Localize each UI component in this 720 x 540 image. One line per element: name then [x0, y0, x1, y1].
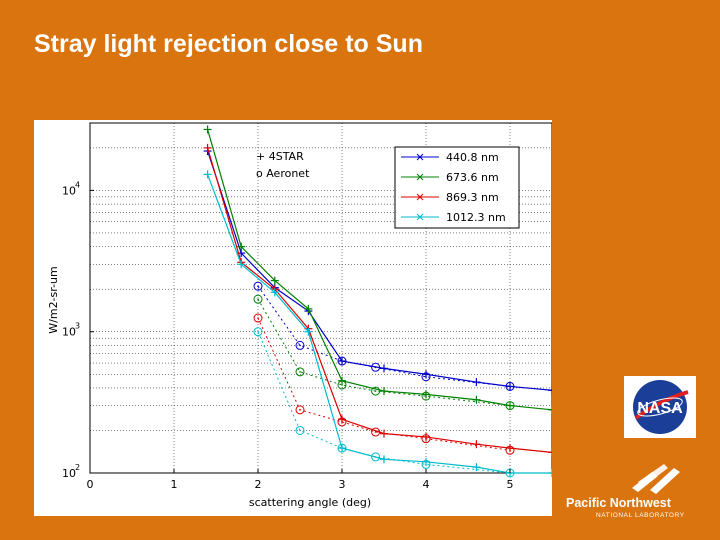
fourstar-point	[304, 327, 313, 336]
y-tick-label-base: 10	[62, 467, 76, 480]
aeronet-point-center	[374, 390, 377, 392]
y-tick-label-exponent: 3	[75, 322, 80, 331]
y-tick-label-exponent: 2	[75, 463, 80, 472]
plot-frame	[89, 122, 552, 474]
legend-label-1: 673.6 nm	[446, 171, 499, 184]
fourstar-point	[203, 143, 212, 152]
aeronet-point-center	[299, 429, 301, 432]
fourstar-point	[472, 378, 481, 387]
aeronet-line-1	[257, 298, 511, 407]
nasa-logo-text: NASA	[637, 400, 683, 417]
fourstar-point	[304, 304, 313, 313]
pnnl-subtitle: NATIONAL LABORATORY	[596, 512, 685, 519]
aeronet-point-center	[257, 330, 259, 333]
fourstar-point	[237, 242, 246, 251]
fourstar-line-3	[207, 174, 552, 474]
fourstar-line-1	[207, 129, 552, 411]
x-tick-label: 3	[339, 478, 346, 491]
legend-marker-3	[416, 213, 424, 221]
aeronet-point	[295, 340, 305, 350]
aeronet-point	[371, 386, 381, 396]
fourstar-point	[203, 125, 212, 134]
aeronet-line-0	[257, 285, 511, 387]
aeronet-point	[253, 294, 263, 304]
fourstar-line-2	[207, 147, 552, 453]
aeronet-point-center	[257, 298, 259, 300]
fourstar-point	[472, 440, 481, 449]
y-tick-label-exponent: 4	[75, 180, 80, 189]
x-tick-label: 0	[87, 478, 94, 491]
pnnl-mark-icon	[632, 464, 680, 494]
legend-label-2: 869.3 nm	[446, 191, 499, 204]
fourstar-point	[270, 276, 279, 285]
fourstar-point	[422, 390, 430, 399]
fourstar-point	[506, 444, 514, 453]
x-tick-label: 5	[507, 478, 514, 491]
nasa-logo: NASA	[624, 376, 696, 438]
annotation-fourstar: + 4STAR	[256, 150, 304, 163]
x-tick-label: 4	[423, 478, 430, 491]
chart-figure: 0 1 2 3 4 5 10 2 10 3 10 4 + 4STAR o Aeronet 440.8 …	[34, 120, 552, 516]
fourstar-point	[422, 432, 430, 441]
pnnl-logo: Pacific Northwest NATIONAL LABORATORY	[566, 462, 706, 522]
y-tick-label-base: 10	[62, 184, 76, 197]
fourstar-point	[472, 395, 481, 404]
fourstar-point	[548, 386, 552, 395]
fourstar-point	[380, 429, 388, 438]
aeronet-point	[253, 281, 263, 291]
annotation-aeronet: o Aeronet	[256, 167, 310, 180]
fourstar-line-0	[207, 150, 552, 391]
aeronet-line-3	[257, 331, 511, 474]
fourstar-point	[506, 382, 514, 391]
fourstar-point	[338, 444, 346, 453]
aeronet-point-center	[257, 285, 259, 287]
fourstar-point	[338, 357, 346, 366]
aeronet-point	[253, 327, 263, 337]
fourstar-point	[203, 170, 212, 179]
legend-marker-0	[416, 153, 424, 161]
fourstar-point	[422, 370, 430, 379]
aeronet-point	[295, 425, 305, 435]
aeronet-point	[295, 367, 305, 377]
fourstar-point	[548, 469, 552, 477]
fourstar-point	[548, 405, 552, 414]
fourstar-point	[380, 455, 388, 464]
slide-title: Stray light rejection close to Sun	[34, 30, 423, 58]
aeronet-point	[371, 452, 381, 462]
aeronet-point	[295, 405, 305, 415]
fourstar-point	[506, 401, 514, 410]
fourstar-point	[380, 387, 388, 396]
fourstar-point	[237, 260, 246, 269]
x-axis-label: scattering angle (deg)	[249, 496, 371, 509]
aeronet-point-center	[374, 431, 377, 433]
nasa-meatball-icon: NASA	[633, 380, 689, 434]
fourstar-point	[548, 448, 552, 457]
x-tick-label: 2	[255, 478, 262, 491]
legend-label-3: 1012.3 nm	[446, 211, 506, 224]
legend-marker-2	[416, 193, 424, 201]
legend-label-0: 440.8 nm	[446, 151, 499, 164]
y-axis-label: W/m2-sr-um	[47, 266, 60, 333]
pnnl-name: Pacific Northwest	[566, 496, 671, 510]
fourstar-point	[338, 415, 346, 424]
x-tick-label: 1	[171, 478, 178, 491]
aeronet-point-center	[299, 371, 301, 373]
aeronet-point	[253, 313, 263, 323]
aeronet-point-center	[299, 344, 301, 347]
fourstar-point	[338, 376, 346, 385]
fourstar-point	[422, 457, 430, 466]
legend-marker-1	[416, 173, 424, 181]
fourstar-point	[472, 463, 481, 472]
aeronet-point-center	[257, 317, 259, 319]
fourstar-point	[270, 288, 279, 297]
legend-box	[394, 146, 520, 229]
legend: 440.8 nm 673.6 nm 869.3 nm 1012.3 nm	[394, 146, 520, 229]
fourstar-point	[380, 364, 388, 373]
aeronet-point-center	[299, 409, 301, 411]
series-layer	[203, 125, 552, 478]
y-tick-label-base: 10	[62, 326, 76, 339]
